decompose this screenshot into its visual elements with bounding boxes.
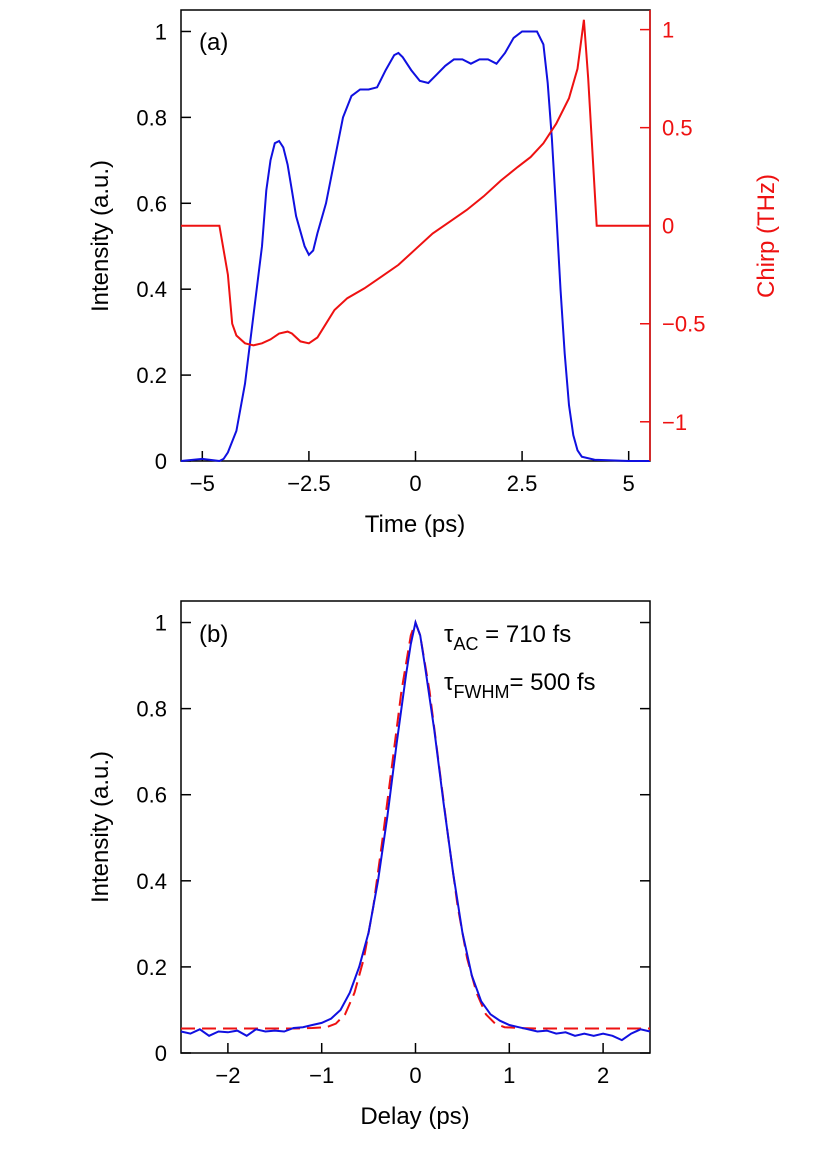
panel-b-measured-line xyxy=(180,618,651,1042)
panel-a-y-tick-label: 1 xyxy=(155,19,167,44)
panel-a-x-tick-label: 2.5 xyxy=(507,471,538,496)
panel-a-intensity-line xyxy=(180,30,650,463)
panel-b-y-tick-label: 0.4 xyxy=(136,869,167,894)
panel-a-y-ticks: 0 0.2 0.4 0.6 0.8 1 xyxy=(136,19,191,474)
tau-ac-annotation: τAC = 710 fs xyxy=(444,621,571,654)
tau-ac-subscript: AC xyxy=(453,634,478,654)
panel-a-y-tick-label: 0.2 xyxy=(136,363,167,388)
panel-a-y-tick-label: 0 xyxy=(155,449,167,474)
panel-a-x-ticks: −5 −2.5 0 2.5 5 xyxy=(190,451,635,496)
panel-a-x-tick-label: 0 xyxy=(409,471,421,496)
panel-a-x-axis-label: Time (ps) xyxy=(365,511,465,538)
tau-fwhm-symbol: τ xyxy=(444,669,454,696)
tau-fwhm-subscript: FWHM xyxy=(453,682,509,702)
panel-a-x-tick-label: −2.5 xyxy=(287,471,330,496)
panel-a: −5 −2.5 0 2.5 5 0 0.2 0.4 0.6 0.8 1 1 0.5 0 −0.5 −1 (… xyxy=(87,9,780,538)
panel-a-y2-axis-label: Chirp (THz) xyxy=(753,174,780,298)
panel-a-y2-tick-label: 0.5 xyxy=(662,116,693,141)
panel-a-y2-tick-label: 0 xyxy=(662,214,674,239)
panel-b-y-tick-label: 0.6 xyxy=(136,783,167,808)
panel-b-x-axis-label: Delay (ps) xyxy=(360,1103,469,1130)
panel-b-x-tick-label: −1 xyxy=(309,1063,334,1088)
panel-b-y-tick-label: 0.2 xyxy=(136,955,167,980)
panel-a-x-tick-label: −5 xyxy=(190,471,215,496)
panel-a-y2-tick-label: 1 xyxy=(662,18,674,43)
panel-b-x-tick-label: −2 xyxy=(215,1063,240,1088)
panel-a-y2-ticks: 1 0.5 0 −0.5 −1 xyxy=(640,18,705,435)
tau-ac-value: = 710 fs xyxy=(479,621,572,648)
panel-b-x-tick-label: 2 xyxy=(597,1063,609,1088)
panel-a-label: (a) xyxy=(199,29,228,56)
panel-b-x-tick-label: 0 xyxy=(409,1063,421,1088)
panel-a-y2-tick-label: −0.5 xyxy=(662,312,705,337)
panel-b-y-tick-label: 0.8 xyxy=(136,697,167,722)
panel-a-chirp-line xyxy=(181,19,650,347)
panel-a-y2-tick-label: −1 xyxy=(662,410,687,435)
panel-a-y-tick-label: 0.8 xyxy=(136,105,167,130)
panel-a-x-tick-label: 5 xyxy=(623,471,635,496)
panel-b-label: (b) xyxy=(199,621,228,648)
panel-b-x-ticks: −2 −1 0 1 2 xyxy=(215,1043,609,1088)
panel-a-y-axis-label: Intensity (a.u.) xyxy=(87,160,114,312)
tau-fwhm-annotation: τFWHM= 500 fs xyxy=(444,669,596,702)
panel-b-y-tick-label: 0 xyxy=(155,1041,167,1066)
panel-b: −2 −1 0 1 2 00.20.40.60.81 (b) τAC = 710 fs … xyxy=(87,600,651,1130)
tau-ac-symbol: τ xyxy=(444,621,454,648)
panel-b-y-axis-label: Intensity (a.u.) xyxy=(87,751,114,903)
panel-a-y-tick-label: 0.6 xyxy=(136,191,167,216)
panel-b-y-ticks: 0 0.2 0.4 0.6 0.8 1 xyxy=(136,611,650,1066)
tau-fwhm-value: = 500 fs xyxy=(509,669,595,696)
panel-b-y-tick-label: 1 xyxy=(155,611,167,636)
panel-a-plot-frame xyxy=(180,9,651,462)
panel-a-y-tick-label: 0.4 xyxy=(136,277,167,302)
panel-b-x-tick-label: 1 xyxy=(503,1063,515,1088)
